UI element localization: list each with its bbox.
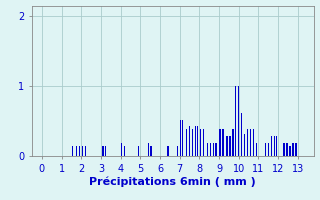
Bar: [182, 120, 183, 156]
Bar: [212, 143, 214, 156]
Bar: [220, 129, 221, 156]
Bar: [82, 146, 83, 156]
Bar: [177, 146, 178, 156]
Bar: [244, 134, 245, 156]
Bar: [235, 86, 236, 156]
Bar: [138, 146, 139, 156]
Bar: [215, 143, 217, 156]
Bar: [203, 129, 204, 156]
Bar: [76, 146, 77, 156]
Bar: [226, 136, 228, 156]
Bar: [102, 146, 104, 156]
Bar: [79, 146, 80, 156]
Bar: [189, 126, 190, 156]
Bar: [124, 146, 125, 156]
Bar: [276, 136, 277, 156]
Bar: [286, 143, 288, 156]
Bar: [72, 146, 73, 156]
Bar: [167, 146, 169, 156]
Bar: [232, 129, 234, 156]
X-axis label: Précipitations 6min ( mm ): Précipitations 6min ( mm ): [89, 176, 256, 187]
Bar: [265, 143, 266, 156]
Bar: [207, 143, 208, 156]
Bar: [84, 146, 86, 156]
Bar: [105, 146, 107, 156]
Bar: [121, 143, 122, 156]
Bar: [289, 146, 291, 156]
Bar: [256, 143, 257, 156]
Bar: [284, 143, 285, 156]
Bar: [268, 143, 269, 156]
Bar: [238, 86, 239, 156]
Bar: [148, 143, 149, 156]
Bar: [200, 129, 201, 156]
Bar: [274, 136, 275, 156]
Bar: [186, 129, 187, 156]
Bar: [253, 129, 254, 156]
Bar: [195, 126, 196, 156]
Bar: [192, 129, 193, 156]
Bar: [292, 143, 293, 156]
Bar: [197, 126, 198, 156]
Bar: [250, 129, 251, 156]
Bar: [210, 143, 211, 156]
Bar: [295, 143, 297, 156]
Bar: [271, 136, 272, 156]
Bar: [180, 120, 181, 156]
Bar: [222, 129, 224, 156]
Bar: [247, 129, 248, 156]
Bar: [229, 136, 230, 156]
Bar: [241, 113, 242, 156]
Bar: [150, 146, 152, 156]
